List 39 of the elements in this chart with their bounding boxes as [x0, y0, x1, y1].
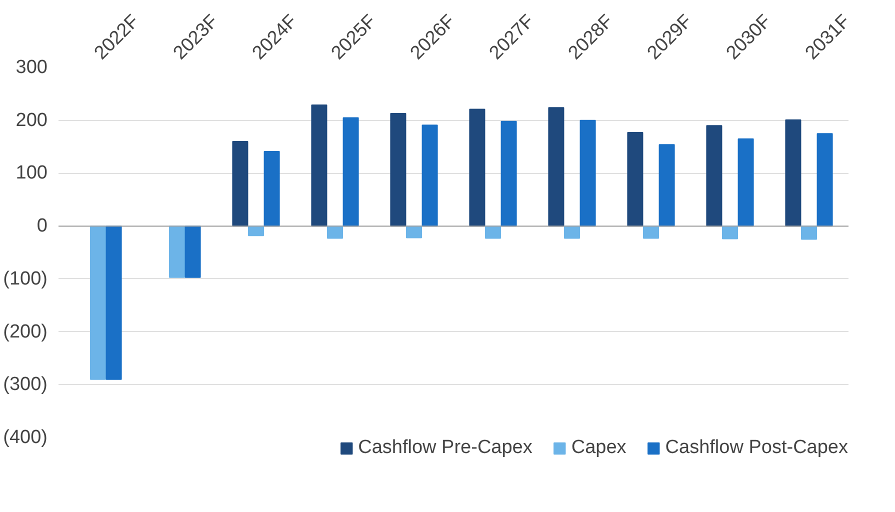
y-tick-label: (100): [3, 268, 48, 290]
bar: [326, 226, 344, 239]
bar: [800, 226, 818, 240]
y-tick-label: 0: [36, 216, 48, 237]
bar: [706, 125, 722, 227]
bar: [469, 108, 486, 227]
bar: [785, 119, 802, 227]
bar: [484, 226, 502, 239]
bar: [406, 226, 422, 238]
bar: [580, 120, 596, 227]
bar: [311, 104, 328, 227]
bar: [816, 133, 833, 227]
legend-label: Cashflow Pre-Capex: [358, 437, 532, 459]
y-tick-label: 100: [16, 162, 48, 184]
bar: [658, 144, 675, 227]
bar: [232, 141, 248, 227]
y-tick-label: 200: [16, 110, 48, 131]
bar: [90, 226, 106, 380]
bar: [264, 151, 280, 227]
bar: [168, 226, 186, 278]
legend-label: Cashflow Post-Capex: [665, 437, 848, 459]
bar: [106, 226, 122, 380]
y-tick-label: (200): [3, 321, 48, 342]
bar: [342, 117, 359, 227]
bar: [738, 138, 754, 227]
y-tick-label: (400): [3, 427, 48, 448]
y-tick-label: (300): [3, 374, 48, 396]
bar: [422, 124, 438, 227]
bar: [500, 120, 517, 227]
bar: [627, 132, 644, 227]
y-tick-label: 300: [16, 57, 48, 78]
bar: [722, 226, 738, 240]
bar: [390, 112, 406, 227]
bar: [564, 226, 580, 239]
bar: [248, 226, 264, 236]
bar: [642, 226, 660, 239]
bar: [184, 226, 201, 278]
bar: [548, 107, 564, 227]
legend-label: Capex: [571, 437, 626, 459]
